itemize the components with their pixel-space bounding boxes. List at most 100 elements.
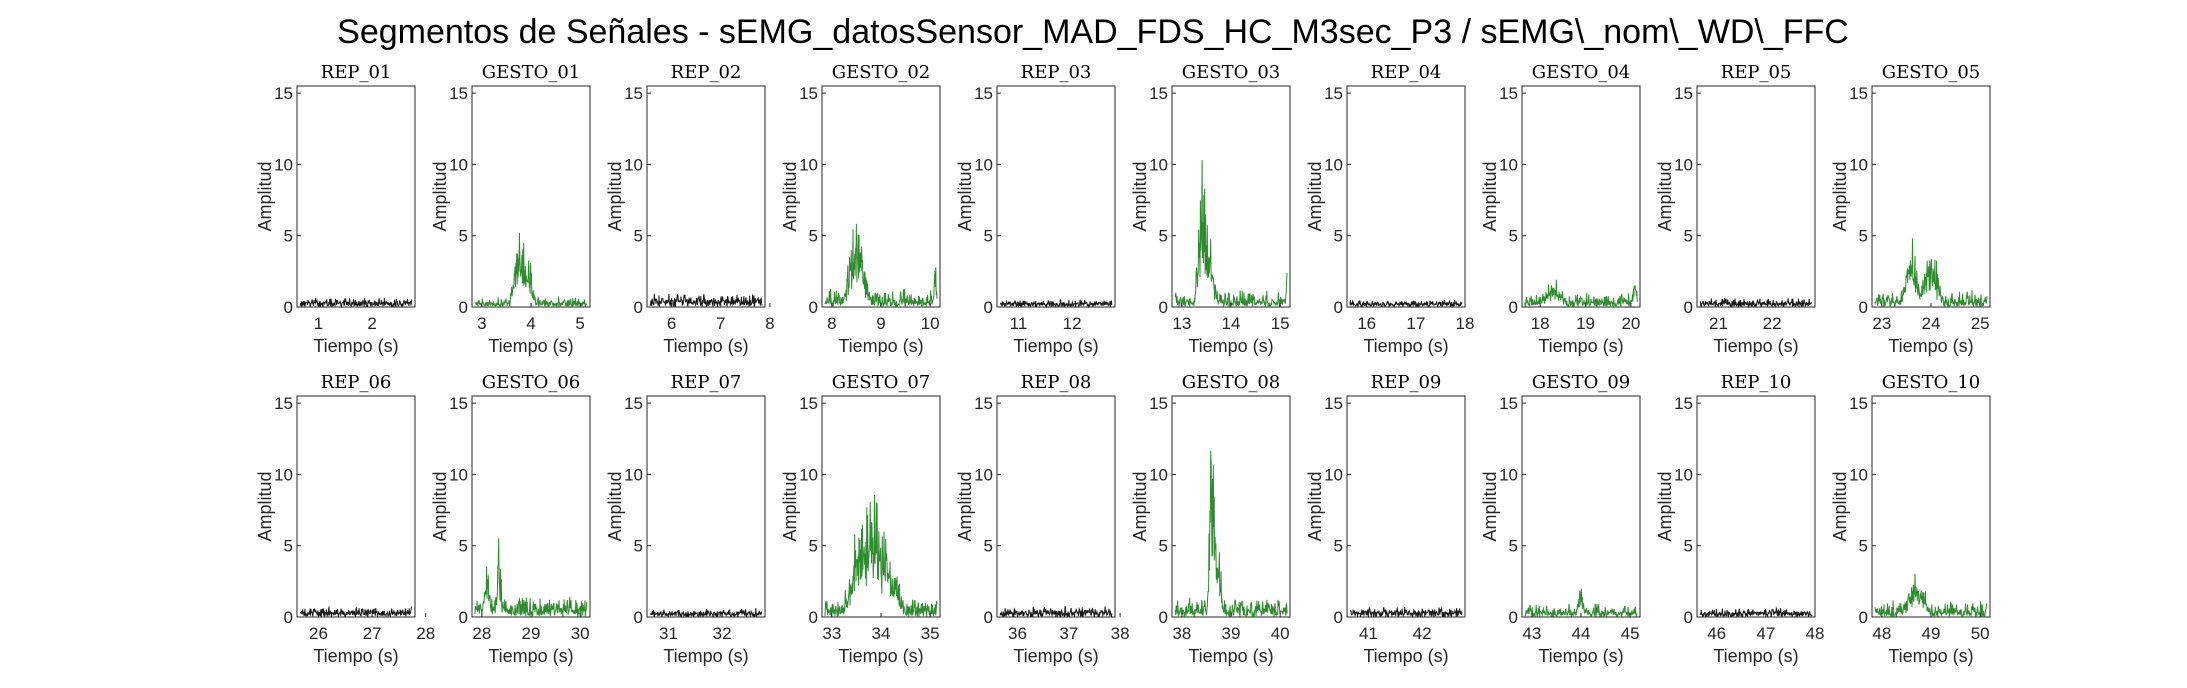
plot-frame <box>1521 395 1641 618</box>
y-tick-label: 15 <box>1849 394 1868 413</box>
y-tick-label: 15 <box>799 84 818 103</box>
signal-line-rep-02 <box>649 293 763 308</box>
x-tick-label: 3 <box>477 314 486 333</box>
y-tick-label: 15 <box>624 84 643 103</box>
y-axis-label: Amplitud <box>1480 471 1500 541</box>
x-tick-label: 13 <box>1172 314 1191 333</box>
x-tick-label: 42 <box>1413 624 1432 643</box>
y-tick-label: 0 <box>1509 608 1518 627</box>
plot-frame <box>1871 395 1991 618</box>
panel-title: REP_03 <box>1021 62 1092 83</box>
y-axis-label: Amplitud <box>780 471 800 541</box>
y-tick-label: 15 <box>1499 84 1518 103</box>
plot-frame <box>1521 85 1641 308</box>
panel-gesto-09: 0 5 10 15 43 44 45 GESTO_09 Tiempo (s) Amplitud <box>1480 372 1641 666</box>
x-tick-label: 18 <box>1531 314 1550 333</box>
x-axis-label: Tiempo (s) <box>663 646 748 666</box>
y-tick-label: 0 <box>1509 298 1518 317</box>
panel-title: GESTO_07 <box>832 372 931 393</box>
plot-frame <box>471 395 591 618</box>
panel-gesto-05: 0 5 10 15 23 24 25 GESTO_05 Tiempo (s) Amplitud <box>1830 62 1991 356</box>
y-axis-label: Amplitud <box>255 161 275 231</box>
y-tick-label: 0 <box>984 608 993 627</box>
x-axis-label: Tiempo (s) <box>1538 336 1623 356</box>
x-axis-label: Tiempo (s) <box>838 336 923 356</box>
y-tick-label: 15 <box>974 394 993 413</box>
signal-line-gesto-09 <box>1524 588 1638 619</box>
panel-rep-03: 0 5 10 15 11 12 REP_03 Tiempo (s) Amplitud <box>955 62 1116 356</box>
x-tick-label: 33 <box>822 624 841 643</box>
plot-frame <box>1346 85 1466 308</box>
x-tick-label: 9 <box>876 314 885 333</box>
x-tick-label: 16 <box>1357 314 1376 333</box>
y-axis-label: Amplitud <box>1830 161 1850 231</box>
y-tick-label: 15 <box>974 84 993 103</box>
panel-title: REP_04 <box>1371 62 1442 83</box>
y-tick-label: 10 <box>799 465 818 484</box>
y-tick-label: 5 <box>284 537 293 556</box>
plot-frame <box>1696 395 1816 618</box>
y-tick-label: 10 <box>624 465 643 484</box>
x-axis-label: Tiempo (s) <box>488 336 573 356</box>
y-tick-label: 10 <box>274 155 293 174</box>
y-tick-label: 10 <box>1849 465 1868 484</box>
plot-frame <box>996 395 1116 618</box>
x-axis-label: Tiempo (s) <box>488 646 573 666</box>
x-axis-label: Tiempo (s) <box>1013 336 1098 356</box>
y-tick-label: 0 <box>1859 608 1868 627</box>
y-tick-label: 0 <box>809 298 818 317</box>
x-tick-label: 45 <box>1621 624 1640 643</box>
panel-title: GESTO_03 <box>1182 62 1281 83</box>
panel-title: REP_07 <box>671 372 742 393</box>
y-tick-label: 5 <box>1334 537 1343 556</box>
x-tick-label: 49 <box>1922 624 1941 643</box>
x-tick-label: 27 <box>363 624 382 643</box>
plot-frame <box>646 395 766 618</box>
y-tick-label: 5 <box>634 537 643 556</box>
signal-line-gesto-03 <box>1174 160 1288 308</box>
x-tick-label: 8 <box>765 314 774 333</box>
y-tick-label: 15 <box>274 84 293 103</box>
x-tick-label: 38 <box>1172 624 1191 643</box>
y-tick-label: 5 <box>1859 227 1868 246</box>
x-tick-label: 6 <box>667 314 676 333</box>
y-tick-label: 15 <box>1324 394 1343 413</box>
y-tick-label: 5 <box>1859 537 1868 556</box>
y-tick-label: 15 <box>799 394 818 413</box>
y-tick-label: 5 <box>1509 537 1518 556</box>
y-tick-label: 15 <box>1674 394 1693 413</box>
panel-rep-05: 0 5 10 15 21 22 REP_05 Tiempo (s) Amplitud <box>1655 62 1816 356</box>
y-tick-label: 15 <box>1674 84 1693 103</box>
x-axis-label: Tiempo (s) <box>1188 336 1273 356</box>
panel-title: REP_10 <box>1721 372 1792 393</box>
y-tick-label: 5 <box>1334 227 1343 246</box>
y-tick-label: 0 <box>1159 298 1168 317</box>
x-tick-label: 1 <box>314 314 323 333</box>
x-tick-label: 41 <box>1359 624 1378 643</box>
panel-title: GESTO_02 <box>832 62 931 83</box>
y-tick-label: 5 <box>459 537 468 556</box>
x-axis-label: Tiempo (s) <box>838 646 923 666</box>
x-tick-label: 32 <box>713 624 732 643</box>
x-axis-label: Tiempo (s) <box>1188 646 1273 666</box>
panel-rep-06: 0 5 10 15 26 27 28 REP_06 Tiempo (s) Amplitud <box>255 372 435 666</box>
y-tick-label: 5 <box>284 227 293 246</box>
y-axis-label: Amplitud <box>605 471 625 541</box>
y-tick-label: 15 <box>449 394 468 413</box>
panel-gesto-03: 0 5 10 15 13 14 15 GESTO_03 Tiempo (s) Amplitud <box>1130 62 1291 356</box>
y-tick-label: 5 <box>984 227 993 246</box>
x-axis-label: Tiempo (s) <box>1363 336 1448 356</box>
x-tick-label: 11 <box>1010 314 1028 333</box>
x-axis-label: Tiempo (s) <box>313 336 398 356</box>
x-tick-label: 47 <box>1756 624 1775 643</box>
y-tick-label: 5 <box>459 227 468 246</box>
panel-gesto-08: 0 5 10 15 38 39 40 GESTO_08 Tiempo (s) Amplitud <box>1130 372 1291 666</box>
y-tick-label: 15 <box>1499 394 1518 413</box>
panel-title: REP_05 <box>1721 62 1792 83</box>
y-tick-label: 10 <box>974 155 993 174</box>
panel-title: GESTO_08 <box>1182 372 1281 393</box>
y-tick-label: 10 <box>799 155 818 174</box>
y-tick-label: 0 <box>809 608 818 627</box>
panel-rep-08: 0 5 10 15 36 37 38 REP_08 Tiempo (s) Amplitud <box>955 372 1130 666</box>
